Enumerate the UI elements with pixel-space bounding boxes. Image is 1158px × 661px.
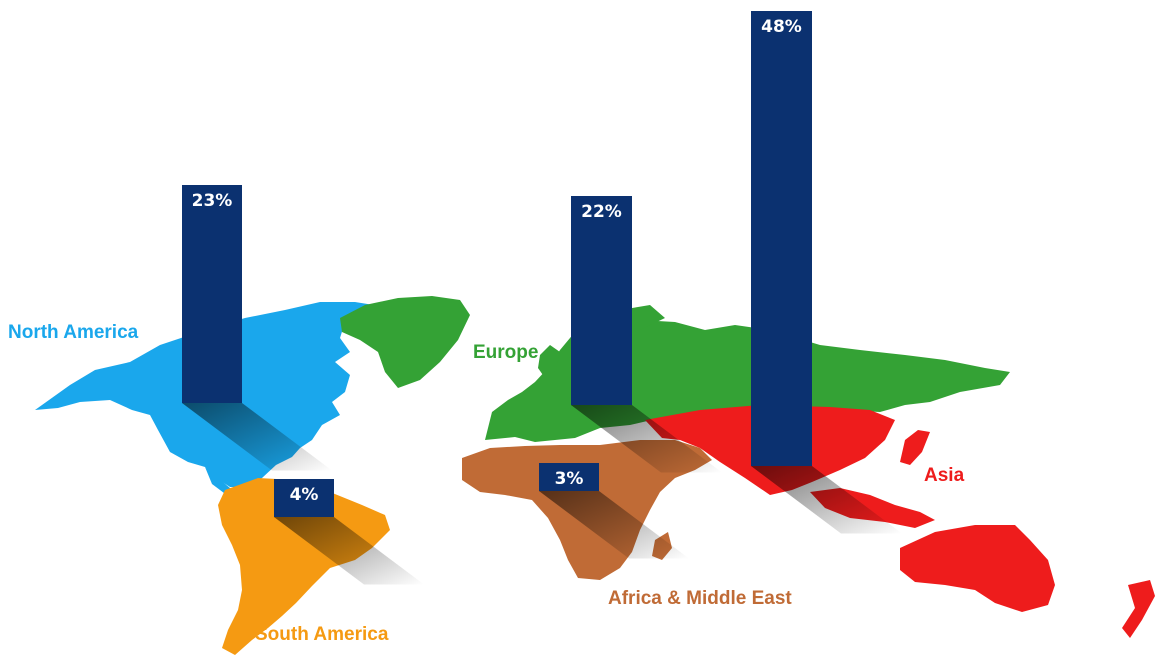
bar-asia [751, 11, 812, 466]
label-africa-middle-east: Africa & Middle East [608, 588, 792, 609]
label-europe: Europe [473, 342, 539, 363]
bar-shadow [571, 405, 722, 473]
bar-shadow [751, 466, 902, 534]
label-south-america: South America [255, 624, 389, 645]
bar-europe [571, 196, 632, 405]
value-label-south-america: 4% [289, 485, 319, 506]
bar-north-america [182, 184, 242, 403]
value-label-asia: 48% [761, 17, 802, 37]
bar-shadows [182, 403, 902, 585]
value-label-north-america: 23% [191, 190, 233, 211]
greenland-shape [340, 296, 470, 388]
value-label-africa-middle-east: 3% [554, 468, 584, 489]
uk-shape [538, 345, 560, 378]
value-label-europe: 22% [581, 202, 622, 223]
south-america-shape [218, 478, 390, 655]
bar-shadow [182, 403, 332, 471]
japan-shape [900, 430, 930, 465]
bar-africa-middle-east [539, 462, 599, 491]
australia-shape [900, 525, 1055, 612]
new-zealand-shape [1122, 580, 1155, 638]
label-north-america: North America [8, 322, 139, 343]
bar-shadow [274, 517, 424, 585]
bar-south-america [274, 479, 334, 517]
bar-shadow [539, 491, 689, 559]
label-asia: Asia [924, 465, 965, 486]
